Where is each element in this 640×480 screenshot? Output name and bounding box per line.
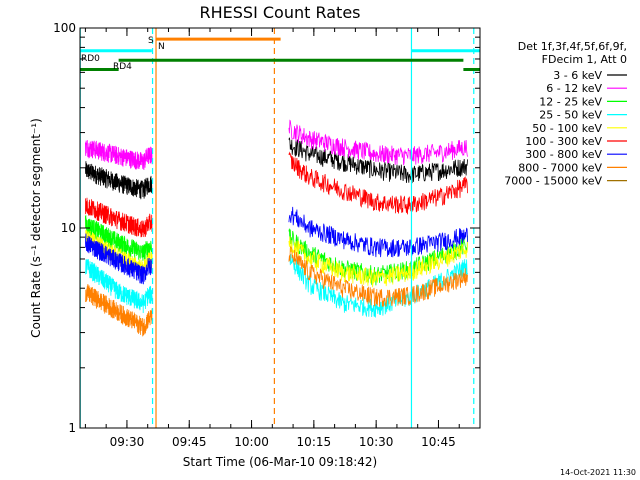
series-line-1-part-0 (85, 140, 153, 171)
legend-entry-label-4: 50 - 100 keV (532, 122, 602, 135)
legend-entry-label-0: 3 - 6 keV (553, 69, 602, 82)
x-tick-label-5: 10:45 (421, 435, 456, 449)
y-tick-label-0: 1 (68, 421, 76, 435)
series-line-5-part-1 (288, 151, 468, 215)
legend-entry-label-5: 100 - 300 keV (525, 135, 602, 148)
footer-timestamp: 14-Oct-2021 11:30 (560, 468, 636, 477)
series-line-0-part-0 (85, 161, 153, 200)
series-line-3-part-1 (288, 254, 468, 318)
series-line-7-part-1 (288, 246, 468, 307)
legend-entry-label-6: 300 - 800 keV (525, 148, 602, 161)
series-line-6-part-0 (85, 233, 153, 285)
x-tick-label-4: 10:30 (359, 435, 394, 449)
series-line-4-part-1 (288, 236, 468, 288)
y-tick-label-1: 10 (61, 221, 76, 235)
x-tick-label-3: 10:15 (297, 435, 332, 449)
flag-annotation-3: RD4 (113, 62, 132, 72)
legend-entry-label-2: 12 - 25 keV (539, 95, 602, 108)
y-tick-label-2: 100 (53, 21, 76, 35)
series-line-2-part-0 (85, 215, 153, 262)
x-axis-label: Start Time (06-Mar-10 09:18:42) (183, 455, 377, 469)
series-line-2-part-1 (288, 228, 468, 286)
series-line-6-part-1 (288, 206, 468, 258)
chart-title: RHESSI Count Rates (200, 3, 361, 22)
series-line-7-part-0 (85, 284, 153, 337)
legend-entry-label-3: 25 - 50 keV (539, 109, 602, 122)
x-tick-label-0: 09:30 (110, 435, 145, 449)
flag-annotation-0: S (148, 36, 154, 46)
legend-header-line-0: Det 1f,3f,4f,5f,6f,9f, (518, 40, 627, 53)
series-line-5-part-0 (85, 197, 153, 238)
y-axis-label: Count Rate (s⁻¹ detector segment⁻¹) (29, 118, 43, 338)
flag-annotation-1: N (158, 42, 165, 52)
x-tick-label-2: 10:00 (234, 435, 269, 449)
legend-entry-label-1: 6 - 12 keV (546, 82, 602, 95)
legend-entry-label-8: 7000 - 15000 keV (504, 175, 602, 188)
flag-annotation-2: RD0 (81, 54, 100, 64)
legend-entry-label-7: 800 - 7000 keV (518, 161, 602, 174)
series-line-3-part-0 (85, 259, 153, 314)
x-tick-label-1: 09:45 (172, 435, 207, 449)
series-line-0-part-1 (288, 137, 468, 184)
series-line-1-part-1 (288, 119, 468, 166)
legend-header-line-1: FDecim 1, Att 0 (542, 53, 627, 66)
